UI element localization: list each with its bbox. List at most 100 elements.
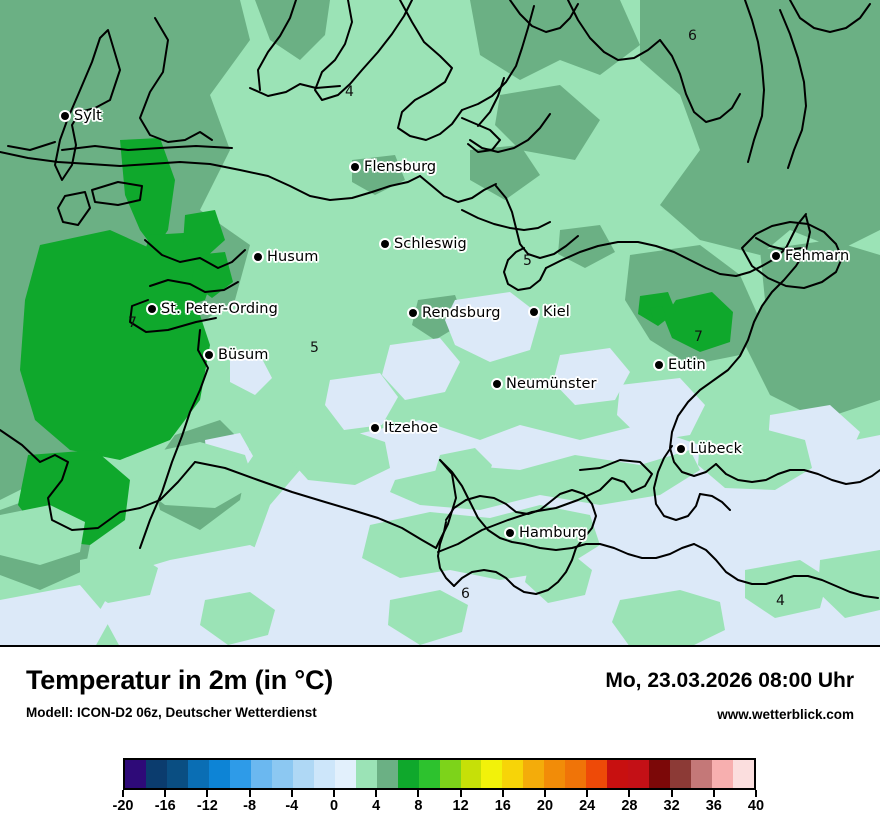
- colorbar: -20 -16 -12 -8 -4 0 4 8 12 16 20 24 28 32 36 40: [113, 758, 765, 820]
- city-dot-icon: [351, 163, 359, 171]
- colorbar-swatch-11: [355, 760, 377, 788]
- colorbar-swatch-17: [481, 760, 503, 788]
- colorbar-tick-label: 0: [329, 798, 339, 814]
- city-marker-hamburg[interactable]: Hamburg: [506, 525, 587, 541]
- contour-label: 5: [523, 253, 532, 269]
- contour-label: 7: [128, 315, 137, 331]
- city-label: Sylt: [74, 108, 102, 124]
- map-canvas: [0, 0, 880, 645]
- colorbar-tick-label: 12: [452, 798, 469, 814]
- city-marker-luebeck[interactable]: Lübeck: [677, 441, 742, 457]
- city-label: Eutin: [668, 357, 706, 373]
- colorbar-swatch-25: [649, 760, 671, 788]
- colorbar-tick-labels: -20 -16 -12 -8 -4 0 4 8 12 16 20 24 28 32 36 40: [113, 798, 765, 820]
- colorbar-tick: [164, 790, 167, 797]
- city-marker-schleswig[interactable]: Schleswig: [381, 236, 467, 252]
- colorbar-swatch-27: [691, 760, 713, 788]
- contour-label: 7: [694, 329, 703, 345]
- colorbar-tick-label: -16: [154, 798, 176, 814]
- colorbar-swatch-26: [670, 760, 692, 788]
- colorbar-swatch-13: [397, 760, 419, 788]
- colorbar-swatch-29: [733, 760, 755, 788]
- colorbar-tick-label: -12: [196, 798, 218, 814]
- city-marker-flensburg[interactable]: Flensburg: [351, 159, 436, 175]
- colorbar-swatch-23: [607, 760, 629, 788]
- page-title: Temperatur in 2m (in °C): [26, 665, 334, 695]
- city-marker-st-peter-ording[interactable]: St. Peter-Ording: [148, 301, 278, 317]
- colorbar-tick: [543, 790, 546, 797]
- colorbar-tick: [417, 790, 420, 797]
- city-label: Schleswig: [394, 236, 467, 252]
- city-label: Fehmarn: [785, 248, 850, 264]
- colorbar-swatch-6: [250, 760, 272, 788]
- city-label: Kiel: [543, 304, 570, 320]
- city-dot-icon: [205, 351, 213, 359]
- website-label: www.wetterblick.com: [717, 707, 854, 722]
- coastline-layer: [0, 0, 880, 599]
- contour-label: 4: [345, 84, 354, 100]
- contour-label: 5: [310, 340, 319, 356]
- city-label: Büsum: [218, 347, 269, 363]
- city-dot-icon: [148, 305, 156, 313]
- colorbar-tick-label: 40: [747, 798, 765, 814]
- city-label: Itzehoe: [384, 420, 439, 436]
- city-dot-icon: [493, 380, 501, 388]
- colorbar-swatch-20: [544, 760, 566, 788]
- colorbar-ticks: [122, 790, 757, 798]
- colorbar-tick-label: -20: [112, 798, 134, 814]
- city-label: Husum: [267, 249, 319, 265]
- city-dot-icon: [371, 424, 379, 432]
- city-marker-eutin[interactable]: Eutin: [655, 357, 706, 373]
- city-dot-icon: [530, 308, 538, 316]
- city-dot-icon: [772, 252, 780, 260]
- colorbar-tick-label: 8: [414, 798, 423, 814]
- colorbar-tick-label: 4: [372, 798, 381, 814]
- city-marker-neumuenster[interactable]: Neumünster: [493, 376, 597, 392]
- city-dot-icon: [655, 361, 663, 369]
- city-marker-itzehoe[interactable]: Itzehoe: [371, 420, 438, 436]
- colorbar-swatch-19: [523, 760, 545, 788]
- colorbar-gradient: [123, 758, 756, 790]
- city-marker-kiel[interactable]: Kiel: [530, 304, 570, 320]
- colorbar-tick-label: 16: [494, 798, 511, 814]
- colorbar-tick: [206, 790, 209, 797]
- city-label: Flensburg: [364, 159, 437, 175]
- colorbar-swatch-16: [460, 760, 482, 788]
- colorbar-tick: [586, 790, 589, 797]
- colorbar-swatch-14: [418, 760, 440, 788]
- colorbar-tick: [670, 790, 673, 797]
- colorbar-swatch-3: [187, 760, 209, 788]
- colorbar-tick: [122, 790, 124, 797]
- colorbar-tick-label: 20: [536, 798, 554, 814]
- contour-label: 6: [688, 28, 697, 44]
- city-marker-buesum[interactable]: Büsum: [205, 347, 269, 363]
- colorbar-tick: [290, 790, 293, 797]
- city-marker-husum[interactable]: Husum: [254, 249, 318, 265]
- forecast-timestamp: Mo, 23.03.2026 08:00 Uhr: [605, 669, 854, 692]
- city-dot-icon: [506, 529, 514, 537]
- colorbar-tick: [248, 790, 251, 797]
- contour-label: 6: [461, 586, 470, 602]
- colorbar-tick: [501, 790, 504, 797]
- colorbar-swatch-9: [313, 760, 335, 788]
- colorbar-tick: [712, 790, 715, 797]
- colorbar-swatch-24: [628, 760, 650, 788]
- city-label: Hamburg: [519, 525, 587, 541]
- colorbar-swatch-18: [502, 760, 524, 788]
- colorbar-swatch-12: [376, 760, 398, 788]
- city-marker-rendsburg[interactable]: Rendsburg: [409, 305, 501, 321]
- colorbar-tick: [628, 790, 631, 797]
- city-dot-icon: [61, 112, 69, 120]
- colorbar-swatch-7: [271, 760, 293, 788]
- city-marker-fehmarn[interactable]: Fehmarn: [772, 248, 849, 264]
- temperature-map[interactable]: Sylt Flensburg Husum Schleswig Fehmarn S…: [0, 0, 880, 647]
- colorbar-tick: [375, 790, 378, 797]
- city-marker-sylt[interactable]: Sylt: [61, 108, 102, 124]
- city-label: Neumünster: [506, 376, 597, 392]
- colorbar-tick: [755, 790, 757, 797]
- city-dot-icon: [381, 240, 389, 248]
- city-dot-icon: [254, 253, 262, 261]
- colorbar-swatch-22: [586, 760, 608, 788]
- colorbar-tick: [459, 790, 462, 797]
